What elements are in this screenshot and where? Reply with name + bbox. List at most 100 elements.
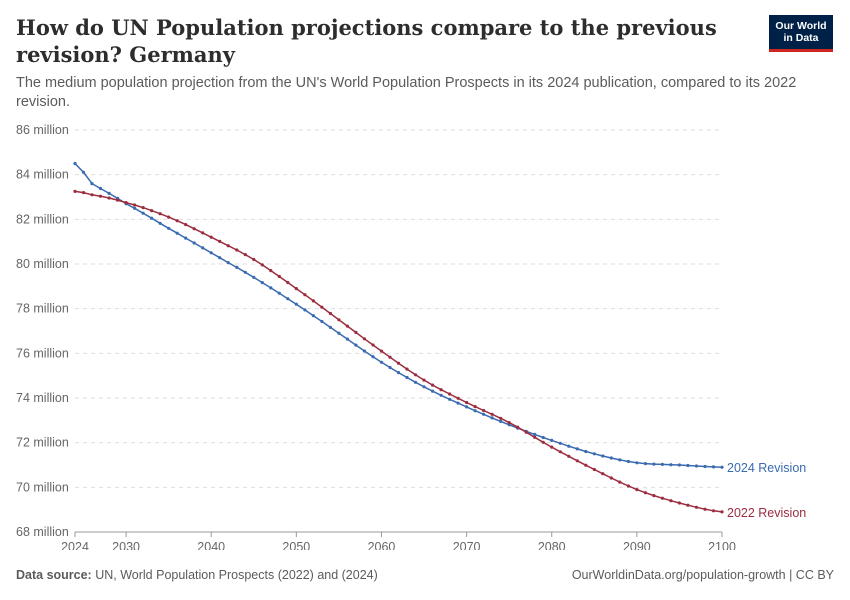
data-point bbox=[413, 373, 418, 377]
data-source: Data source: UN, World Population Prospe… bbox=[16, 568, 378, 582]
data-point bbox=[431, 383, 435, 387]
data-point bbox=[550, 445, 554, 449]
data-point bbox=[124, 201, 128, 205]
y-tick-label: 72 million bbox=[16, 436, 69, 450]
data-point bbox=[584, 449, 588, 454]
data-point bbox=[73, 189, 77, 193]
x-tick-label: 2040 bbox=[197, 540, 225, 550]
data-point bbox=[277, 274, 281, 279]
logo-line-1: Our World bbox=[775, 20, 827, 32]
y-tick-label: 68 million bbox=[16, 525, 69, 539]
data-point bbox=[286, 297, 290, 301]
data-point bbox=[686, 503, 690, 507]
y-tick-label: 82 million bbox=[16, 212, 69, 226]
data-point bbox=[456, 401, 460, 405]
data-point bbox=[388, 365, 392, 370]
data-point bbox=[465, 405, 469, 409]
x-tick-label: 2050 bbox=[282, 540, 310, 550]
data-point bbox=[328, 325, 332, 329]
data-point bbox=[584, 463, 588, 467]
data-point bbox=[90, 193, 94, 197]
data-source-label: Data source: bbox=[16, 568, 92, 582]
data-point bbox=[533, 435, 537, 439]
data-point bbox=[533, 432, 537, 436]
data-point bbox=[243, 270, 247, 274]
data-point bbox=[260, 281, 264, 285]
data-point bbox=[601, 472, 605, 476]
data-point bbox=[643, 462, 648, 466]
data-source-text[interactable]: UN, World Population Prospects (2022) an… bbox=[95, 568, 378, 582]
data-point bbox=[192, 241, 196, 245]
data-point bbox=[320, 319, 324, 324]
data-point bbox=[541, 440, 545, 444]
data-point bbox=[550, 438, 554, 442]
data-point bbox=[686, 463, 690, 468]
y-tick-label: 86 million bbox=[16, 123, 69, 137]
x-tick-label: 2060 bbox=[368, 540, 396, 550]
data-point bbox=[73, 161, 77, 166]
data-point bbox=[235, 265, 239, 269]
data-point bbox=[652, 494, 656, 498]
data-point bbox=[90, 182, 94, 186]
data-point bbox=[175, 231, 179, 235]
data-point bbox=[235, 248, 239, 252]
data-point bbox=[618, 480, 622, 484]
data-point bbox=[98, 194, 103, 198]
series-line bbox=[74, 162, 723, 468]
data-point bbox=[720, 465, 724, 469]
data-point bbox=[328, 311, 332, 316]
data-point bbox=[158, 221, 162, 225]
x-tick-label: 2090 bbox=[623, 540, 651, 550]
data-point bbox=[141, 206, 145, 210]
data-point bbox=[81, 170, 86, 174]
data-point bbox=[184, 236, 188, 240]
data-point bbox=[482, 408, 486, 413]
data-point bbox=[507, 423, 511, 427]
data-point bbox=[311, 314, 315, 318]
data-point bbox=[465, 400, 469, 405]
chart-title: How do UN Population projections compare… bbox=[16, 15, 717, 67]
data-point bbox=[626, 484, 631, 488]
data-point bbox=[694, 464, 699, 468]
data-point bbox=[431, 389, 435, 393]
data-point bbox=[516, 425, 520, 429]
credit-link[interactable]: OurWorldinData.org/population-growth | C… bbox=[571, 568, 834, 582]
y-tick-label: 84 million bbox=[16, 168, 69, 182]
data-point bbox=[677, 463, 682, 467]
series-points bbox=[73, 161, 724, 469]
data-point bbox=[456, 396, 460, 400]
data-point bbox=[703, 507, 707, 511]
owid-logo[interactable]: Our World in Data bbox=[769, 15, 833, 52]
data-point bbox=[524, 430, 528, 434]
data-point bbox=[294, 302, 298, 306]
data-point bbox=[116, 198, 120, 202]
chart-subtitle: The medium population projection from th… bbox=[16, 75, 797, 110]
data-point bbox=[618, 458, 622, 462]
data-point bbox=[379, 349, 384, 353]
data-point bbox=[371, 343, 375, 347]
data-point bbox=[133, 203, 137, 207]
data-point bbox=[439, 388, 443, 392]
data-point bbox=[209, 235, 213, 239]
data-point bbox=[226, 244, 230, 248]
series-label: 2024 Revision bbox=[727, 461, 806, 475]
data-point bbox=[226, 261, 230, 265]
data-point bbox=[107, 196, 111, 200]
data-point bbox=[218, 256, 222, 260]
data-point bbox=[601, 454, 605, 458]
data-point bbox=[396, 371, 401, 375]
data-point bbox=[141, 211, 145, 215]
data-point bbox=[337, 331, 341, 335]
y-tick-label: 70 million bbox=[16, 480, 69, 494]
data-point bbox=[626, 459, 631, 464]
data-point bbox=[558, 450, 562, 454]
data-point bbox=[669, 499, 673, 503]
x-tick-label: 2070 bbox=[453, 540, 481, 550]
x-tick-label: 2080 bbox=[538, 540, 566, 550]
data-point bbox=[167, 226, 171, 230]
data-point bbox=[98, 186, 103, 191]
data-point bbox=[81, 191, 86, 195]
data-point bbox=[635, 488, 639, 492]
data-point bbox=[652, 462, 656, 466]
data-point bbox=[243, 253, 247, 257]
